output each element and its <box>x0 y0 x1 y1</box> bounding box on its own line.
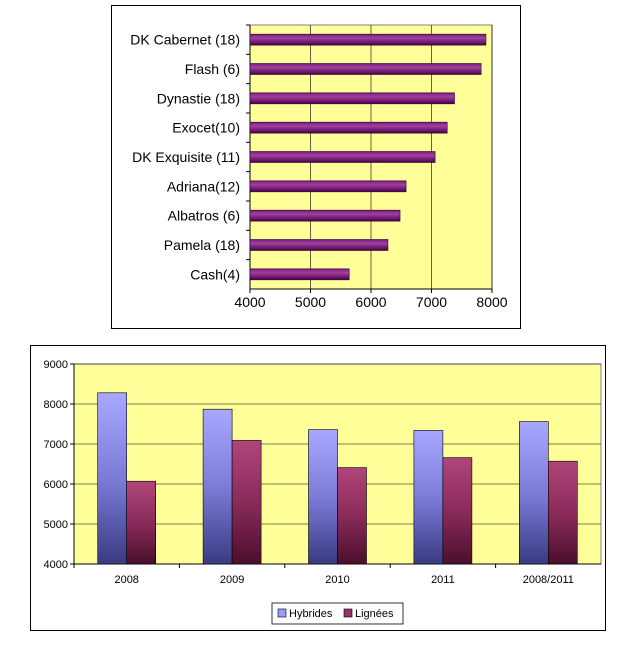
varieties-bar-chart-svg: 4000 5000 6000 7000 8000 DK Cabernet (18) Flas… <box>130 24 508 310</box>
category-label: 2010 <box>325 574 349 586</box>
category-label: Adriana(12) <box>167 178 240 194</box>
bar-lignées <box>442 457 473 565</box>
bar <box>249 92 455 105</box>
x-tick-label: 8000 <box>476 294 507 310</box>
bar-lignées <box>126 480 156 565</box>
category-label: 2011 <box>431 574 455 586</box>
y-tick-label: 6000 <box>44 479 68 491</box>
legend-label: Hybrides <box>289 608 333 620</box>
x-tick-label: 6000 <box>355 294 386 310</box>
category-label: 2008/2011 <box>523 574 574 586</box>
legend-box <box>271 602 404 625</box>
bar <box>249 180 407 193</box>
legend-swatch <box>343 608 353 618</box>
yearly-comparison-chart: 4000 5000 6000 7000 8000 9000 2008 2009 2010 2011… <box>30 345 606 631</box>
x-tick-label: 5000 <box>295 294 326 310</box>
bar-lignées <box>337 467 367 565</box>
category-label: Dynastie (18) <box>157 90 240 106</box>
category-label: Flash (6) <box>185 61 240 77</box>
yearly-comparison-chart-svg: 4000 5000 6000 7000 8000 9000 2008 2009 2010 2011… <box>44 359 602 625</box>
bar <box>249 33 487 46</box>
y-tick-label: 4000 <box>44 559 68 571</box>
category-label: 2009 <box>220 574 244 586</box>
category-label: DK Exquisite (11) <box>132 149 240 165</box>
bar-lignées <box>231 440 262 565</box>
bar-hybrides <box>202 408 233 565</box>
bar <box>249 121 448 134</box>
category-label: Albatros (6) <box>168 208 240 224</box>
varieties-bar-chart: 4000 5000 6000 7000 8000 DK Cabernet (18) Flas… <box>111 5 521 329</box>
bar-hybrides <box>518 421 549 565</box>
category-label: DK Cabernet (18) <box>130 32 240 48</box>
category-label: 2008 <box>114 574 138 586</box>
bar-lignées <box>547 460 578 565</box>
x-tick-label: 7000 <box>416 294 447 310</box>
bar-hybrides <box>97 392 127 565</box>
category-label: Exocet(10) <box>172 120 240 136</box>
bar-hybrides <box>413 430 444 565</box>
bar <box>249 151 436 163</box>
y-tick-label: 8000 <box>44 399 68 411</box>
bar-hybrides <box>308 429 338 565</box>
y-tick-label: 7000 <box>44 439 68 451</box>
x-tick-label: 4000 <box>234 294 265 310</box>
legend-label: Lignées <box>355 608 394 620</box>
y-tick-label: 9000 <box>44 359 68 371</box>
bar <box>249 239 389 251</box>
y-tick-label: 5000 <box>44 519 68 531</box>
category-label: Cash(4) <box>190 266 240 282</box>
category-label: Pamela (18) <box>164 237 240 253</box>
bar <box>249 268 350 281</box>
bar <box>249 63 482 75</box>
bar <box>249 209 401 222</box>
legend-swatch <box>277 608 287 618</box>
legend: Hybrides Lignées <box>271 602 404 625</box>
